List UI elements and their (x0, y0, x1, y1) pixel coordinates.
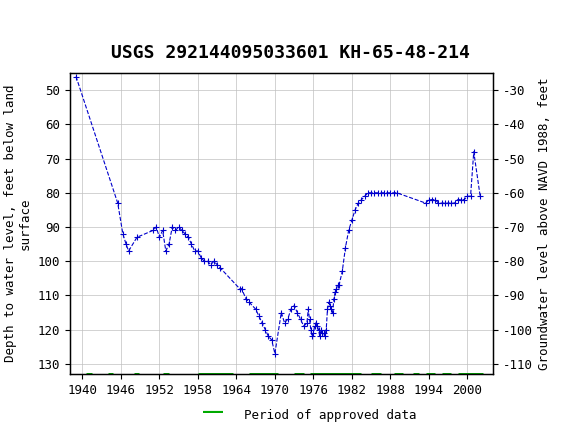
Text: ——: —— (203, 403, 223, 421)
Y-axis label: Depth to water level, feet below land
surface: Depth to water level, feet below land su… (4, 85, 32, 362)
Text: ≡USGS: ≡USGS (12, 16, 78, 36)
Text: Period of approved data: Period of approved data (244, 409, 416, 422)
Text: USGS 292144095033601 KH-65-48-214: USGS 292144095033601 KH-65-48-214 (111, 44, 469, 62)
Y-axis label: Groundwater level above NAVD 1988, feet: Groundwater level above NAVD 1988, feet (538, 77, 551, 370)
Legend:  (276, 412, 287, 422)
